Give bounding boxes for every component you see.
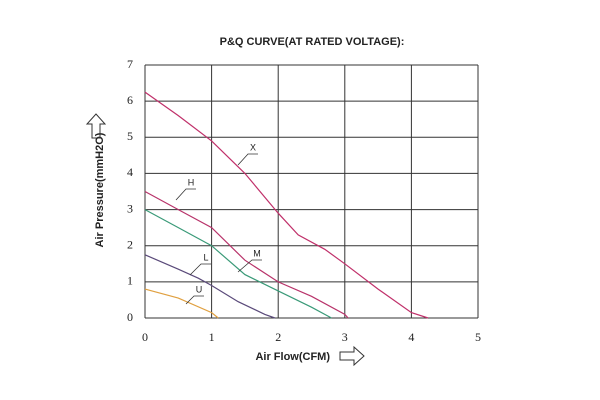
y-tick-label: 0 (127, 310, 133, 324)
y-tick-label: 1 (127, 274, 133, 288)
y-tick-label: 7 (127, 57, 133, 71)
leader-line (185, 295, 204, 305)
x-tick-label: 5 (475, 330, 481, 344)
y-axis-label: Air Pressure(mmH2O) (94, 132, 106, 247)
x-tick-label: 1 (209, 330, 215, 344)
line (144, 209, 332, 319)
leader-line (237, 259, 262, 273)
line (144, 190, 349, 319)
y-tick-label: 3 (127, 201, 133, 215)
leader-line (237, 153, 258, 166)
series-label: M (253, 248, 261, 258)
x-tick-label: 4 (408, 330, 414, 344)
y-tick-label: 6 (127, 93, 133, 107)
x-tick-label: 0 (142, 330, 148, 344)
leader-line (175, 188, 196, 201)
y-tick-label: 5 (127, 129, 133, 143)
series-label: X (250, 142, 256, 152)
series-label: L (203, 252, 208, 262)
line (144, 288, 219, 319)
series-label: H (188, 177, 195, 187)
line (144, 254, 276, 319)
line (144, 91, 429, 319)
right-arrow-icon (339, 345, 365, 367)
series-label: U (196, 284, 203, 294)
x-tick-label: 2 (275, 330, 281, 344)
leader-line (189, 263, 211, 276)
up-arrow-icon (85, 113, 107, 139)
x-tick-label: 3 (342, 330, 348, 344)
x-axis-label: Air Flow(CFM) (255, 351, 330, 363)
y-tick-label: 2 (127, 237, 133, 251)
chart-title: P&Q CURVE(AT RATED VOLTAGE): (220, 36, 405, 48)
y-tick-label: 4 (127, 165, 133, 179)
